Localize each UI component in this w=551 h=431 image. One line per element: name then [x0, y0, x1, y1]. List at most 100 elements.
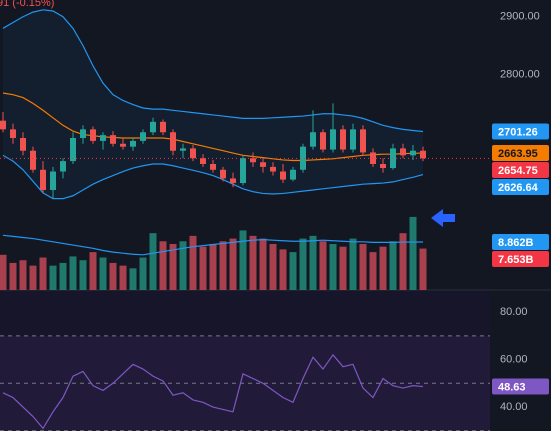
volume-bar	[239, 230, 247, 290]
candle-body	[10, 129, 16, 139]
rsi-pane	[0, 290, 490, 431]
volume-bar	[199, 246, 207, 290]
candle-body	[390, 148, 396, 169]
upper-band	[2, 9, 424, 133]
volume-bar	[109, 262, 117, 290]
candle-body	[280, 171, 286, 180]
y-tick-label: 60.00	[500, 353, 528, 365]
candle-body	[260, 162, 266, 167]
volume-bar	[129, 268, 137, 290]
y-tick-label: 2800.00	[500, 68, 540, 80]
candle-body	[310, 132, 316, 147]
price-badge-label: 2626.64	[498, 182, 539, 194]
volume-bar	[9, 262, 17, 290]
price-badge-label: 8.862B	[498, 237, 534, 249]
candle-body	[360, 129, 366, 153]
candle-body	[410, 150, 416, 156]
candle-body	[130, 140, 136, 147]
volume-bar	[69, 256, 77, 290]
candle-body	[340, 129, 346, 150]
candle-body	[140, 132, 146, 141]
candle-body	[210, 164, 216, 170]
candle-body	[230, 178, 236, 184]
candle-body	[80, 129, 86, 139]
price-badge-label: 48.63	[498, 381, 526, 393]
volume-bar	[79, 260, 87, 290]
volume-bar	[59, 262, 67, 290]
y-tick-label: 2900.00	[500, 11, 540, 23]
moving-average	[2, 92, 424, 162]
candle-body	[270, 166, 276, 172]
volume-bar	[209, 243, 217, 290]
price-badge	[492, 251, 549, 268]
candle-body	[290, 169, 296, 180]
volume-bar	[419, 248, 427, 290]
volume-bar	[119, 265, 127, 290]
candle-body	[90, 129, 96, 141]
y-tick-label: 40.00	[500, 401, 528, 413]
candle-body	[0, 120, 6, 130]
candle-body	[420, 150, 426, 159]
candle-body	[240, 158, 246, 184]
candle-body	[120, 143, 126, 147]
candle-body	[250, 158, 256, 163]
volume-bar	[39, 257, 47, 290]
price-badge-label: 2663.95	[498, 148, 538, 160]
candle-body	[20, 138, 26, 151]
volume-bar	[389, 241, 397, 290]
volume-bar	[229, 238, 237, 290]
change-text: 91 (-0.15%)	[0, 0, 54, 9]
volume-bar	[159, 241, 167, 290]
candle-body	[350, 129, 356, 150]
volume-bar	[189, 235, 197, 290]
price-badge	[492, 145, 549, 162]
candle-body	[220, 169, 226, 179]
scroll-arrow[interactable]	[431, 209, 455, 227]
candle-body	[60, 161, 66, 172]
price-badge-label: 2701.26	[498, 126, 538, 138]
candle-body	[30, 150, 36, 170]
price-badge-label: 7.653B	[498, 254, 534, 266]
volume-bar	[139, 257, 147, 290]
volume-bar	[409, 216, 417, 290]
volume-bar	[49, 265, 57, 290]
volume-bar	[339, 246, 347, 290]
band-fill	[3, 9, 423, 199]
volume-bar	[359, 243, 367, 290]
candle-body	[70, 138, 76, 162]
candle-body	[40, 169, 46, 190]
candle-body	[400, 148, 406, 156]
candle-body	[110, 135, 116, 144]
price-badge	[492, 123, 549, 140]
volume-bar	[0, 254, 7, 290]
rsi-line	[2, 353, 424, 430]
candle-body	[300, 146, 306, 170]
volume-bar	[169, 243, 177, 290]
volume-bar	[299, 238, 307, 290]
volume-bar	[89, 252, 97, 290]
volume-bar	[369, 252, 377, 290]
price-badge	[492, 234, 549, 251]
candle-body	[190, 148, 196, 159]
volume-bar	[319, 241, 327, 290]
volume-bar	[379, 246, 387, 290]
candle-body	[100, 135, 106, 141]
candle-body	[150, 121, 156, 133]
candle-body	[380, 164, 386, 169]
price-badge	[492, 378, 549, 395]
candle-body	[200, 158, 206, 164]
volume-ma	[2, 234, 424, 256]
price-badge	[492, 162, 549, 179]
candle-body	[50, 171, 56, 190]
volume-bar	[19, 260, 27, 290]
volume-bar	[99, 257, 107, 290]
candle-body	[170, 132, 176, 151]
volume-bar	[349, 238, 357, 290]
volume-bar	[179, 241, 187, 290]
candle-body	[180, 148, 186, 151]
lower-band	[2, 154, 424, 200]
price-badge	[492, 179, 549, 196]
volume-bar	[149, 233, 157, 290]
volume-bar	[219, 241, 227, 290]
volume-bar	[289, 252, 297, 290]
